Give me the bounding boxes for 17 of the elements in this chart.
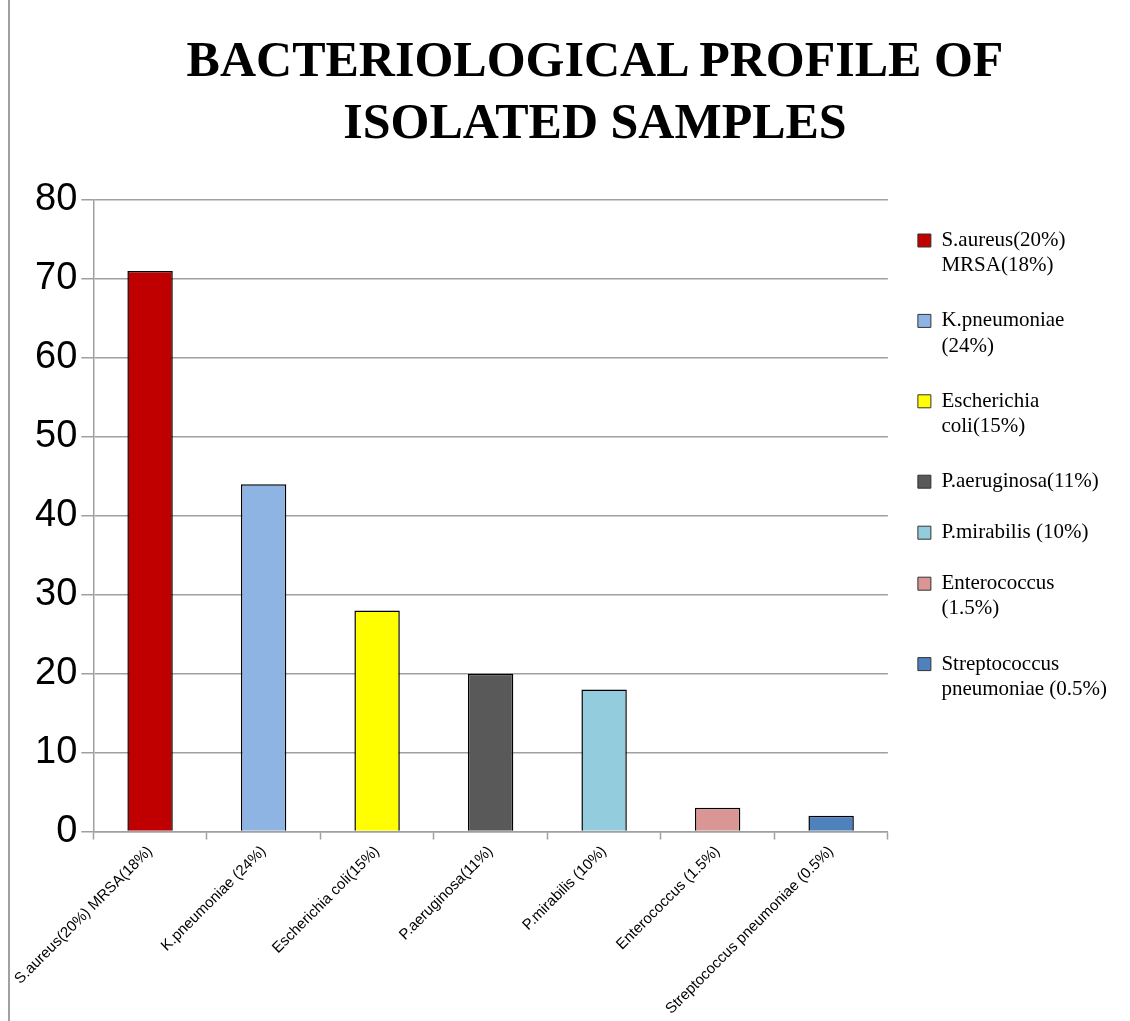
legend-label: S.aureus(20%) MRSA(18%) xyxy=(941,227,1066,277)
y-tick-label: 70 xyxy=(35,255,78,298)
y-tick-label: 50 xyxy=(35,413,78,456)
legend-label: K.pneumoniae (24%) xyxy=(941,307,1065,357)
legend-label: Streptococcus pneumoniae (0.5%) xyxy=(941,650,1108,700)
legend-label: P.mirabilis (10%) xyxy=(941,519,1089,544)
y-tick-label: 60 xyxy=(35,334,78,377)
y-tick-label: 20 xyxy=(35,650,78,693)
y-tick-label: 40 xyxy=(35,492,78,535)
chart-title: BACTERIOLOGICAL PROFILE OF ISOLATED SAMPLES xyxy=(185,30,1005,151)
y-tick-label: 0 xyxy=(56,808,78,851)
legend-label: Enterococcus (1.5%) xyxy=(941,570,1055,620)
legend-label: P.aeruginosa(11%) xyxy=(941,468,1099,493)
y-tick-label: 10 xyxy=(35,729,78,772)
y-tick-label: 80 xyxy=(35,176,78,219)
y-tick-label: 30 xyxy=(35,571,78,614)
legend-label: Escherichia coli(15%) xyxy=(941,387,1041,438)
